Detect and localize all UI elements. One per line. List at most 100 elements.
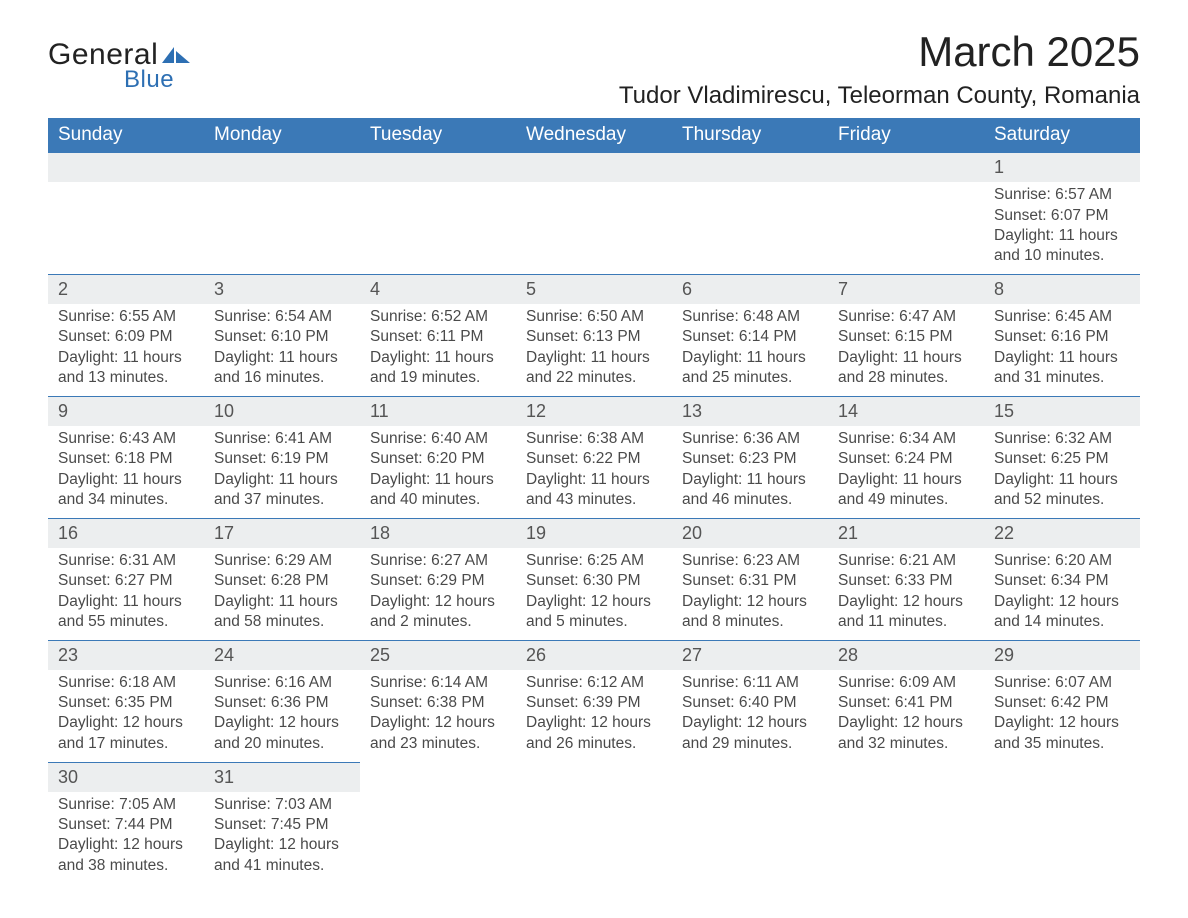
daynum-cell: 21 [828,518,984,548]
sunrise-line: Sunrise: 6:48 AM [682,307,818,327]
daylight-line: Daylight: 12 hours [526,713,662,733]
daylight-line: Daylight: 11 hours [526,348,662,368]
day-number: 20 [672,519,828,548]
sunrise-line: Sunrise: 6:54 AM [214,307,350,327]
sunrise-line: Sunrise: 6:11 AM [682,673,818,693]
daylight-line: and 55 minutes. [58,612,194,632]
day-body-cell [360,792,516,884]
day-body-cell [360,182,516,274]
daylight-line: Daylight: 11 hours [58,592,194,612]
sunset-line: Sunset: 6:41 PM [838,693,974,713]
daynum-cell: 23 [48,640,204,670]
sunrise-line: Sunrise: 6:50 AM [526,307,662,327]
sunset-line: Sunset: 6:42 PM [994,693,1130,713]
sunset-line: Sunset: 7:44 PM [58,815,194,835]
weekday-header: Saturday [984,118,1140,153]
daylight-line: Daylight: 11 hours [370,348,506,368]
day-body-cell: Sunrise: 6:40 AMSunset: 6:20 PMDaylight:… [360,426,516,518]
daylight-line: Daylight: 11 hours [526,470,662,490]
daynum-cell [828,153,984,183]
sunset-line: Sunset: 6:30 PM [526,571,662,591]
daylight-line: and 23 minutes. [370,734,506,754]
day-number: 22 [984,519,1140,548]
day-body-cell: Sunrise: 6:57 AMSunset: 6:07 PMDaylight:… [984,182,1140,274]
day-number: 10 [204,397,360,426]
daylight-line: and 37 minutes. [214,490,350,510]
sunset-line: Sunset: 6:15 PM [838,327,974,347]
daylight-line: Daylight: 11 hours [838,470,974,490]
daylight-line: and 11 minutes. [838,612,974,632]
daylight-line: Daylight: 12 hours [526,592,662,612]
day-number: 9 [48,397,204,426]
sunset-line: Sunset: 6:34 PM [994,571,1130,591]
day-number: 5 [516,275,672,304]
daynum-cell: 7 [828,274,984,304]
daynum-row: 3031 [48,762,1140,792]
daynum-row: 16171819202122 [48,518,1140,548]
daylight-line: and 14 minutes. [994,612,1130,632]
day-body-cell: Sunrise: 6:41 AMSunset: 6:19 PMDaylight:… [204,426,360,518]
daynum-cell: 15 [984,396,1140,426]
day-number: 27 [672,641,828,670]
daylight-line: and 8 minutes. [682,612,818,632]
day-body-cell: Sunrise: 6:43 AMSunset: 6:18 PMDaylight:… [48,426,204,518]
sunrise-line: Sunrise: 6:07 AM [994,673,1130,693]
sunrise-line: Sunrise: 6:32 AM [994,429,1130,449]
daylight-line: Daylight: 12 hours [682,713,818,733]
page-header: General Blue March 2025 Tudor Vladimires… [48,28,1140,110]
day-body-cell [828,792,984,884]
daylight-line: Daylight: 11 hours [58,470,194,490]
daynum-cell: 18 [360,518,516,548]
daynum-cell [516,762,672,792]
day-number: 4 [360,275,516,304]
sunset-line: Sunset: 6:40 PM [682,693,818,713]
day-body-cell: Sunrise: 6:21 AMSunset: 6:33 PMDaylight:… [828,548,984,640]
day-number: 29 [984,641,1140,670]
daylight-line: Daylight: 12 hours [838,713,974,733]
day-number: 13 [672,397,828,426]
daynum-row: 23242526272829 [48,640,1140,670]
daynum-cell: 6 [672,274,828,304]
sunset-line: Sunset: 6:28 PM [214,571,350,591]
daynum-cell: 28 [828,640,984,670]
daylight-line: and 2 minutes. [370,612,506,632]
day-body-cell: Sunrise: 6:14 AMSunset: 6:38 PMDaylight:… [360,670,516,762]
daylight-line: Daylight: 12 hours [214,835,350,855]
daylight-line: and 31 minutes. [994,368,1130,388]
daylight-line: Daylight: 12 hours [370,713,506,733]
daylight-line: and 22 minutes. [526,368,662,388]
daylight-line: and 19 minutes. [370,368,506,388]
weekday-header-row: Sunday Monday Tuesday Wednesday Thursday… [48,118,1140,153]
day-body-cell: Sunrise: 6:23 AMSunset: 6:31 PMDaylight:… [672,548,828,640]
day-number: 26 [516,641,672,670]
day-body-cell: Sunrise: 6:20 AMSunset: 6:34 PMDaylight:… [984,548,1140,640]
day-body-cell: Sunrise: 6:18 AMSunset: 6:35 PMDaylight:… [48,670,204,762]
day-number: 3 [204,275,360,304]
daynum-cell [984,762,1140,792]
daylight-line: Daylight: 11 hours [370,470,506,490]
weekday-header: Friday [828,118,984,153]
day-body-cell [48,182,204,274]
daylight-line: Daylight: 11 hours [994,226,1130,246]
logo-sail-icon [162,45,190,65]
daynum-cell: 5 [516,274,672,304]
day-body-row: Sunrise: 7:05 AMSunset: 7:44 PMDaylight:… [48,792,1140,884]
daynum-cell: 1 [984,153,1140,183]
daynum-cell [672,762,828,792]
day-body-cell: Sunrise: 6:54 AMSunset: 6:10 PMDaylight:… [204,304,360,396]
daynum-cell [672,153,828,183]
day-body-cell: Sunrise: 6:55 AMSunset: 6:09 PMDaylight:… [48,304,204,396]
sunrise-line: Sunrise: 6:14 AM [370,673,506,693]
daynum-cell: 25 [360,640,516,670]
sunrise-line: Sunrise: 6:57 AM [994,185,1130,205]
daynum-cell [516,153,672,183]
day-body-cell: Sunrise: 6:12 AMSunset: 6:39 PMDaylight:… [516,670,672,762]
day-body-cell: Sunrise: 6:07 AMSunset: 6:42 PMDaylight:… [984,670,1140,762]
daynum-cell [360,762,516,792]
day-number: 25 [360,641,516,670]
day-body-cell: Sunrise: 6:47 AMSunset: 6:15 PMDaylight:… [828,304,984,396]
day-body-cell [204,182,360,274]
sunrise-line: Sunrise: 6:25 AM [526,551,662,571]
calendar-table: Sunday Monday Tuesday Wednesday Thursday… [48,118,1140,884]
daylight-line: and 26 minutes. [526,734,662,754]
